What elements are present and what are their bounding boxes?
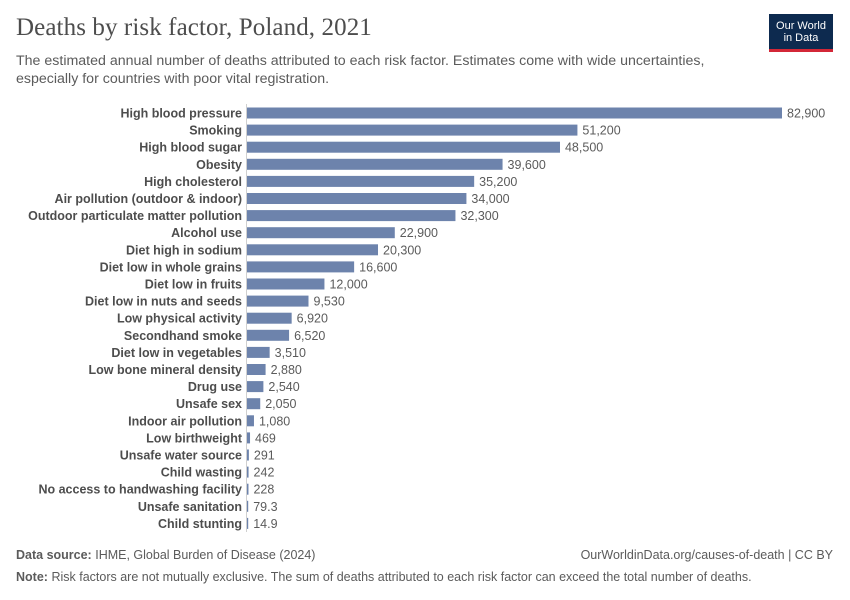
- bar[interactable]: [247, 227, 395, 239]
- bar[interactable]: [247, 210, 456, 222]
- value-label: 79.3: [253, 500, 277, 514]
- value-label: 35,200: [479, 175, 517, 189]
- category-label: Drug use: [188, 380, 242, 394]
- value-label: 82,900: [787, 107, 825, 121]
- value-label: 291: [254, 449, 275, 463]
- value-label: 469: [255, 431, 276, 445]
- chart-note: Note: Risk factors are not mutually excl…: [16, 570, 752, 584]
- logo-line-2: in Data: [783, 32, 819, 44]
- data-source: Data source: IHME, Global Burden of Dise…: [16, 548, 315, 562]
- data-source-label: Data source:: [16, 548, 92, 562]
- bar[interactable]: [247, 278, 325, 290]
- category-label: Outdoor particulate matter pollution: [28, 209, 242, 223]
- bar[interactable]: [247, 244, 379, 256]
- bar[interactable]: [247, 517, 249, 529]
- bar[interactable]: [247, 124, 578, 136]
- bar[interactable]: [247, 500, 249, 512]
- value-label: 242: [254, 466, 275, 480]
- category-label: No access to handwashing facility: [38, 483, 242, 497]
- value-label: 20,300: [383, 243, 421, 257]
- category-label: Child wasting: [161, 466, 242, 480]
- bar[interactable]: [247, 295, 309, 307]
- bar[interactable]: [247, 432, 251, 444]
- bar[interactable]: [247, 329, 290, 341]
- category-label: High blood pressure: [120, 107, 242, 121]
- value-label: 1,080: [259, 414, 290, 428]
- category-label: High blood sugar: [139, 141, 242, 155]
- category-label: Alcohol use: [171, 226, 242, 240]
- value-label: 2,540: [268, 380, 299, 394]
- note-label: Note:: [16, 570, 48, 584]
- value-label: 48,500: [565, 141, 603, 155]
- category-label: Obesity: [196, 158, 242, 172]
- category-label: Low bone mineral density: [89, 363, 243, 377]
- value-label: 22,900: [400, 226, 438, 240]
- value-label: 32,300: [460, 209, 498, 223]
- note-text: Risk factors are not mutually exclusive.…: [51, 570, 752, 584]
- bar[interactable]: [247, 346, 270, 358]
- category-label: Low birthweight: [146, 431, 243, 445]
- chart-subtitle: The estimated annual number of deaths at…: [16, 53, 705, 87]
- chart-title: Deaths by risk factor, Poland, 2021: [16, 14, 372, 41]
- category-label: Diet high in sodium: [126, 243, 242, 257]
- bar[interactable]: [247, 466, 249, 478]
- category-label: Low physical activity: [117, 312, 242, 326]
- category-label: Smoking: [189, 124, 242, 138]
- bar[interactable]: [247, 449, 249, 461]
- owid-logo[interactable]: Our World in Data: [769, 14, 833, 52]
- value-label: 16,600: [359, 260, 397, 274]
- bar[interactable]: [247, 415, 254, 427]
- value-label: 6,920: [297, 312, 328, 326]
- category-label: Diet low in nuts and seeds: [85, 295, 242, 309]
- category-label: Secondhand smoke: [124, 329, 242, 343]
- category-label: Diet low in whole grains: [100, 260, 242, 274]
- value-label: 9,530: [314, 295, 345, 309]
- bars-group: High blood pressure 82,900 Smoking 51,200 Hi…: [28, 107, 825, 531]
- bar[interactable]: [247, 107, 782, 119]
- bar[interactable]: [247, 175, 475, 187]
- category-label: Child stunting: [158, 517, 242, 531]
- bar[interactable]: [247, 483, 249, 495]
- bar[interactable]: [247, 193, 467, 204]
- category-label: Diet low in vegetables: [111, 346, 242, 360]
- category-label: Indoor air pollution: [128, 414, 242, 428]
- bar[interactable]: [247, 398, 261, 410]
- bar[interactable]: [247, 364, 266, 375]
- bar[interactable]: [247, 261, 355, 273]
- category-label: Air pollution (outdoor & indoor): [55, 192, 242, 206]
- source-url[interactable]: OurWorldinData.org/causes-of-death | CC …: [580, 548, 833, 562]
- category-label: High cholesterol: [144, 175, 242, 189]
- value-label: 6,520: [294, 329, 325, 343]
- value-label: 2,880: [271, 363, 302, 377]
- category-label: Unsafe sex: [176, 397, 242, 411]
- value-label: 12,000: [329, 278, 367, 292]
- value-label: 39,600: [508, 158, 546, 172]
- value-label: 3,510: [275, 346, 306, 360]
- logo-line-1: Our World: [776, 20, 826, 32]
- category-label: Diet low in fruits: [145, 278, 242, 292]
- bar-chart: High blood pressure 82,900 Smoking 51,200 Hi…: [28, 104, 825, 532]
- bar[interactable]: [247, 158, 503, 170]
- value-label: 14.9: [253, 517, 277, 531]
- value-label: 2,050: [265, 397, 296, 411]
- bar[interactable]: [247, 312, 292, 324]
- value-label: 51,200: [582, 124, 620, 138]
- bar[interactable]: [247, 141, 560, 153]
- data-source-text[interactable]: IHME, Global Burden of Disease (2024): [95, 548, 316, 562]
- category-label: Unsafe sanitation: [138, 500, 242, 514]
- value-label: 228: [253, 483, 274, 497]
- bar[interactable]: [247, 381, 264, 393]
- category-label: Unsafe water source: [120, 449, 242, 463]
- value-label: 34,000: [471, 192, 509, 206]
